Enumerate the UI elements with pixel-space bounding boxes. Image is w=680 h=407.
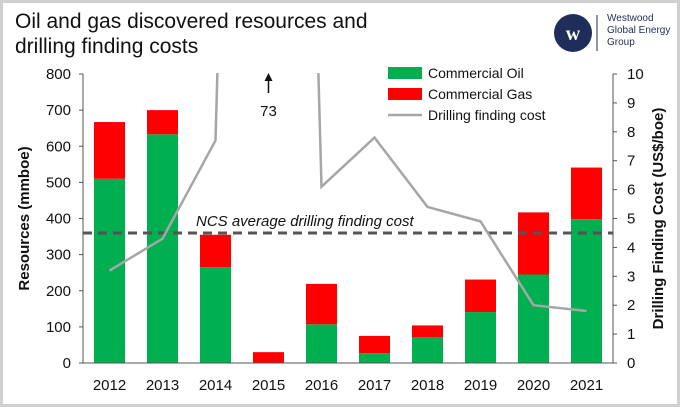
left-tick-label: 100: [46, 319, 71, 336]
bar-commercial-oil-2016: [306, 324, 337, 363]
x-tick-label: 2016: [305, 377, 338, 394]
left-tick-label: 800: [46, 66, 71, 83]
bar-commercial-gas-2014: [200, 234, 231, 268]
legend-swatch-commercial-oil: [388, 67, 422, 79]
legend-label: Commercial Oil: [428, 65, 524, 81]
chart-svg: NCS average drilling finding cost 010020…: [16, 65, 667, 394]
westwood-logo: w Westwood Global Energy Group: [551, 11, 671, 55]
axes-group: 0 100 200 300 400 500 600 700 800 0 1 2 3 4 5 6 7 8 9 10 201…: [16, 66, 667, 394]
bar-commercial-gas-2020: [518, 212, 549, 275]
bar-commercial-gas-2017: [359, 335, 390, 354]
logo-mark-icon: w: [554, 14, 598, 52]
right-tick-label: 7: [627, 153, 635, 170]
logo-line-3: Group: [607, 37, 635, 48]
bar-commercial-gas-2021: [571, 167, 602, 220]
cost-line-group: [108, 73, 587, 313]
reference-line-label: NCS average drilling finding cost: [196, 213, 414, 230]
x-tick-label: 2018: [411, 377, 444, 394]
logo-line-2: Global Energy: [607, 25, 671, 36]
y-axis-title: Resources (mmboe): [16, 146, 33, 290]
right-tick-label: 10: [627, 66, 644, 83]
right-tick-label: 0: [627, 355, 635, 372]
bar-commercial-oil-2021: [571, 219, 602, 363]
y2-axis-title: Drilling Finding Cost (US$/boe): [650, 108, 667, 330]
bar-commercial-oil-2017: [359, 353, 390, 363]
drilling-cost-line: [108, 73, 587, 313]
arrow-up-icon: [264, 73, 273, 81]
left-tick-label: 200: [46, 283, 71, 300]
legend-swatch-commercial-gas: [388, 88, 422, 100]
svg-text:w: w: [566, 23, 581, 45]
bar-commercial-gas-2019: [465, 279, 496, 313]
logo-line-1: Westwood: [607, 13, 654, 24]
x-tick-label: 2012: [93, 377, 126, 394]
x-tick-label: 2013: [146, 377, 179, 394]
right-tick-label: 4: [627, 239, 635, 256]
annotation-group: 73: [260, 73, 277, 120]
left-tick-label: 600: [46, 138, 71, 155]
bar-commercial-gas-2016: [306, 283, 337, 325]
bar-commercial-gas-2013: [147, 110, 178, 135]
right-tick-label: 3: [627, 268, 635, 285]
left-tick-label: 400: [46, 211, 71, 228]
legend: Commercial Oil Commercial Gas Drilling fin…: [388, 65, 546, 123]
reference-line-group: NCS average drilling finding cost: [83, 213, 613, 235]
right-tick-label: 2: [627, 297, 635, 314]
x-tick-label: 2019: [464, 377, 497, 394]
left-tick-label: 700: [46, 102, 71, 119]
chart-title: Oil and gas discovered resources and dri…: [15, 10, 368, 58]
bar-commercial-gas-2015: [253, 352, 284, 363]
bar-commercial-oil-2014: [200, 267, 231, 363]
bars-group: [94, 110, 602, 363]
bar-commercial-gas-2012: [94, 122, 125, 179]
legend-label: Commercial Gas: [428, 86, 532, 102]
bar-commercial-gas-2018: [412, 325, 443, 337]
bar-commercial-oil-2019: [465, 312, 496, 363]
left-tick-label: 500: [46, 174, 71, 191]
bar-commercial-oil-2018: [412, 336, 443, 363]
right-tick-label: 5: [627, 211, 635, 228]
left-tick-label: 0: [63, 355, 71, 372]
x-tick-label: 2020: [517, 377, 550, 394]
right-tick-label: 8: [627, 124, 635, 141]
legend-label: Drilling finding cost: [428, 107, 546, 123]
x-tick-label: 2015: [252, 377, 285, 394]
left-tick-label: 300: [46, 247, 71, 264]
right-tick-label: 1: [627, 326, 635, 343]
annotation-value: 73: [260, 103, 277, 120]
x-tick-label: 2017: [358, 377, 391, 394]
right-tick-label: 6: [627, 182, 635, 199]
right-tick-label: 9: [627, 95, 635, 112]
bar-commercial-oil-2013: [147, 134, 178, 363]
x-tick-label: 2021: [570, 377, 603, 394]
x-tick-label: 2014: [199, 377, 232, 394]
bar-commercial-oil-2012: [94, 178, 125, 363]
